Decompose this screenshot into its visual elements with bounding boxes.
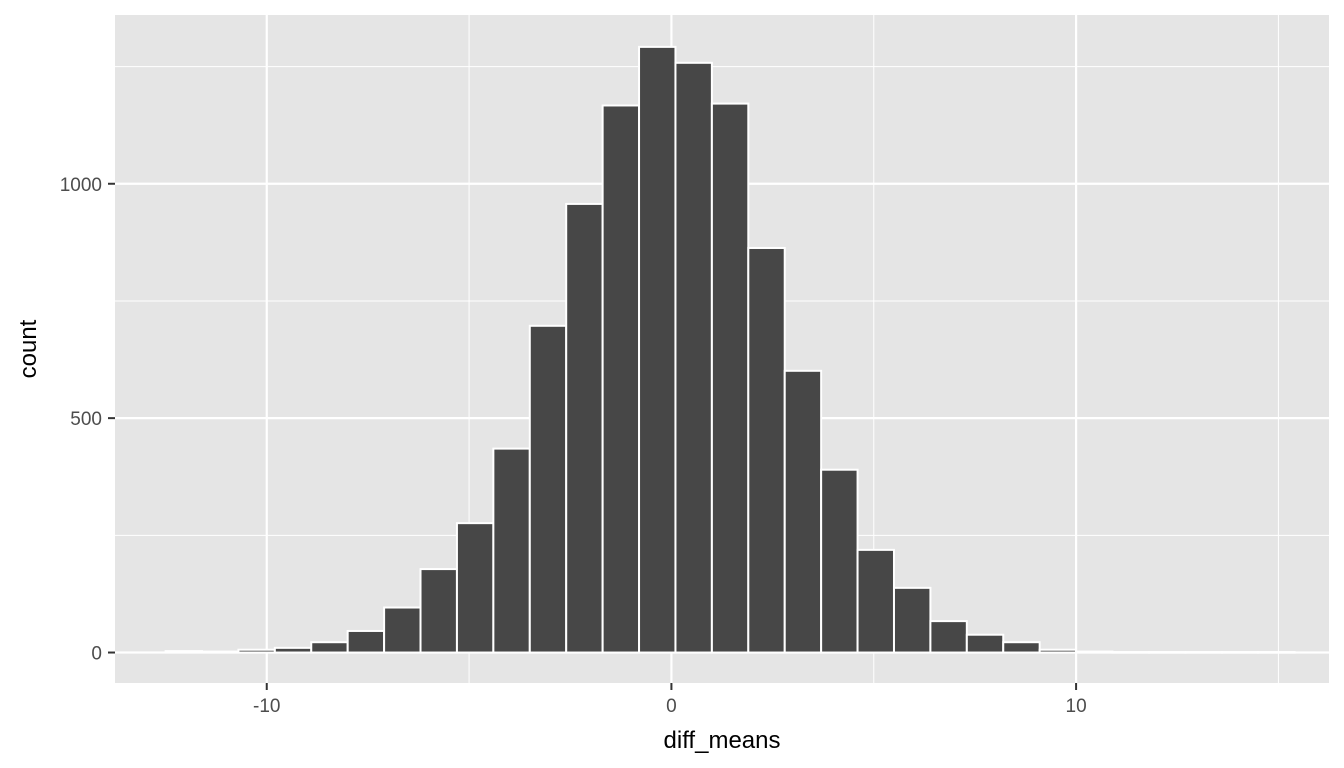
histogram-bar (783, 369, 823, 654)
histogram-bar (965, 633, 1005, 654)
histogram-bar (820, 468, 859, 654)
histogram-bar (856, 548, 895, 654)
histogram-bar (528, 324, 568, 654)
x-tick-label: -10 (253, 696, 280, 717)
histogram-bar (419, 568, 458, 654)
histogram-bar (455, 522, 495, 654)
histogram-bar (310, 641, 349, 654)
x-tick-label: 0 (666, 696, 677, 717)
histogram-bar (929, 620, 968, 654)
histogram-bar (1257, 651, 1296, 654)
histogram-bar (273, 646, 313, 654)
x-tick-label: 10 (1066, 696, 1087, 717)
histogram-bar (346, 629, 386, 654)
histogram-bar (1184, 651, 1223, 654)
histogram-bar (710, 102, 750, 654)
histogram-bar (1038, 648, 1078, 654)
histogram-bar (892, 586, 932, 654)
histogram-bar (565, 202, 604, 654)
y-tick-label: 1000 (60, 175, 102, 196)
histogram-bar (747, 246, 786, 654)
histogram-bars (164, 45, 1296, 654)
y-axis: 0 500 1000 (60, 175, 115, 665)
histogram-bar (1075, 650, 1114, 654)
histogram-bar (383, 606, 422, 654)
histogram-bar (1147, 651, 1187, 654)
histogram-bar (1220, 651, 1260, 654)
histogram-bar (492, 447, 531, 654)
y-tick-label: 0 (91, 644, 102, 665)
y-axis-title: count (15, 319, 42, 378)
histogram-bar (237, 648, 276, 654)
histogram-bar (201, 650, 240, 654)
histogram-bar (674, 61, 713, 654)
y-tick-label: 500 (70, 409, 102, 430)
x-axis-title: diff_means (664, 727, 781, 754)
x-axis: -10 0 10 (253, 683, 1087, 717)
histogram-bar (1002, 641, 1041, 654)
histogram-bar (164, 650, 204, 654)
histogram-bar (638, 45, 677, 654)
histogram-bar (601, 104, 641, 654)
histogram-bar (1111, 651, 1150, 654)
